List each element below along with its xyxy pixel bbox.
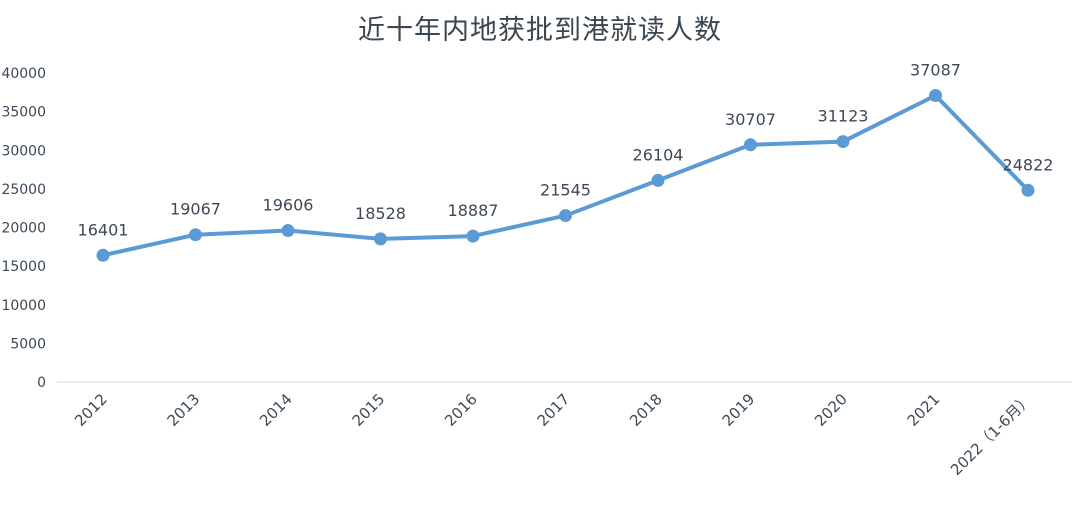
y-tick-label: 20000: [1, 221, 46, 237]
data-label: 31123: [818, 107, 869, 126]
x-tick-label: 2019: [719, 390, 759, 430]
x-tick-label: 2014: [256, 390, 296, 430]
x-tick-label: 2021: [904, 390, 944, 430]
y-tick-label: 25000: [1, 182, 46, 198]
data-point: [96, 248, 110, 262]
x-tick-label: 2012: [71, 390, 111, 430]
data-label: 21545: [540, 181, 591, 200]
data-label: 16401: [78, 220, 129, 239]
data-label: 37087: [910, 61, 961, 80]
y-tick-label: 40000: [1, 66, 46, 82]
data-point: [281, 224, 295, 238]
chart-title: 近十年内地获批到港就读人数: [358, 15, 722, 46]
data-labels: 16401 19067 19606 18528 18887 21545 26104 30707…: [78, 61, 1054, 240]
y-tick-label: 10000: [1, 298, 46, 314]
data-label: 24822: [1003, 155, 1054, 174]
x-tick-label: 2016: [441, 390, 481, 430]
x-tick-label: 2013: [164, 390, 204, 430]
series-layer: [96, 89, 1035, 262]
data-point: [744, 138, 757, 152]
data-label: 30707: [725, 110, 776, 129]
data-point: [836, 135, 850, 149]
data-label: 19067: [170, 200, 221, 219]
x-tick-label: 2022（1-6月）: [947, 390, 1036, 479]
x-tick-label: 2017: [534, 390, 574, 430]
data-point: [189, 228, 202, 242]
y-tick-label: 5000: [10, 336, 46, 352]
y-tick-label: 0: [37, 375, 46, 391]
series-line: [101, 93, 1030, 258]
data-point: [466, 229, 480, 243]
x-tick-label: 2015: [349, 390, 389, 430]
x-tick-label: 2020: [811, 390, 851, 430]
y-tick-label: 30000: [1, 143, 46, 159]
y-tick-label: 35000: [1, 105, 46, 121]
y-tick-label: 15000: [1, 259, 46, 275]
data-point: [1021, 183, 1035, 197]
data-label: 18887: [448, 201, 499, 220]
data-label: 18528: [355, 204, 406, 223]
data-point: [929, 89, 942, 103]
x-tick-label: 2018: [626, 390, 666, 430]
data-label: 19606: [263, 196, 314, 215]
data-label: 26104: [633, 145, 684, 164]
data-point: [651, 173, 665, 187]
axes: 0 5000 10000 15000 20000 25000 30000 35000 40000…: [1, 66, 1072, 479]
data-point: [374, 232, 387, 246]
data-point: [559, 209, 572, 223]
